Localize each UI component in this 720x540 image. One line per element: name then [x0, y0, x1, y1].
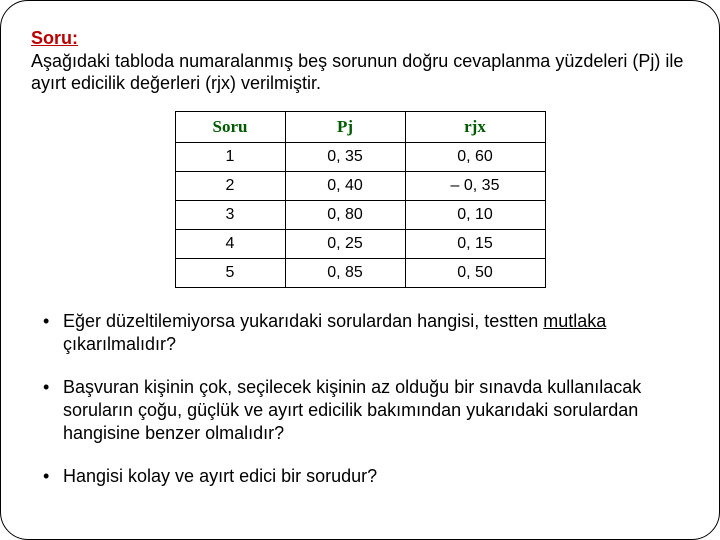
table-wrapper: Soru Pj rjx 1 0, 35 0, 60 2 0, 40 – 0, 3… — [31, 111, 689, 288]
bullet-list: Eğer düzeltilemiyorsa yukarıdaki sorular… — [41, 310, 685, 488]
bullet-text-post: çıkarılmalıdır? — [63, 334, 176, 354]
table-row: 5 0, 85 0, 50 — [175, 258, 545, 287]
cell: 0, 85 — [285, 258, 405, 287]
intro-paragraph: Soru: Aşağıdaki tabloda numaralanmış beş… — [31, 27, 689, 95]
bullet-text-pre: Hangisi kolay ve ayırt edici bir sorudur… — [63, 466, 377, 486]
table-row: 4 0, 25 0, 15 — [175, 229, 545, 258]
cell: 0, 40 — [285, 171, 405, 200]
bullet-item: Başvuran kişinin çok, seçilecek kişinin … — [41, 376, 685, 445]
col-header-pj: Pj — [285, 111, 405, 142]
col-header-rjx: rjx — [405, 111, 545, 142]
table-row: 1 0, 35 0, 60 — [175, 142, 545, 171]
cell: 0, 35 — [285, 142, 405, 171]
cell: 0, 25 — [285, 229, 405, 258]
bullet-text-pre: Eğer düzeltilemiyorsa yukarıdaki sorular… — [63, 311, 543, 331]
cell: 2 — [175, 171, 285, 200]
cell: 4 — [175, 229, 285, 258]
table-row: 3 0, 80 0, 10 — [175, 200, 545, 229]
cell: 5 — [175, 258, 285, 287]
cell: 0, 80 — [285, 200, 405, 229]
cell: 0, 10 — [405, 200, 545, 229]
cell: 0, 15 — [405, 229, 545, 258]
table-row: 2 0, 40 – 0, 35 — [175, 171, 545, 200]
bullet-text-underline: mutlaka — [543, 311, 606, 331]
cell: 1 — [175, 142, 285, 171]
bullet-item: Eğer düzeltilemiyorsa yukarıdaki sorular… — [41, 310, 685, 356]
cell: – 0, 35 — [405, 171, 545, 200]
slide-frame: Soru: Aşağıdaki tabloda numaralanmış beş… — [0, 0, 720, 540]
col-header-soru: Soru — [175, 111, 285, 142]
cell: 0, 60 — [405, 142, 545, 171]
cell: 3 — [175, 200, 285, 229]
table-header-row: Soru Pj rjx — [175, 111, 545, 142]
cell: 0, 50 — [405, 258, 545, 287]
data-table: Soru Pj rjx 1 0, 35 0, 60 2 0, 40 – 0, 3… — [175, 111, 546, 288]
bullet-item: Hangisi kolay ve ayırt edici bir sorudur… — [41, 465, 685, 488]
intro-text: Aşağıdaki tabloda numaralanmış beş sorun… — [31, 51, 683, 94]
bullet-text-pre: Başvuran kişinin çok, seçilecek kişinin … — [63, 377, 641, 443]
heading-label: Soru: — [31, 28, 78, 48]
